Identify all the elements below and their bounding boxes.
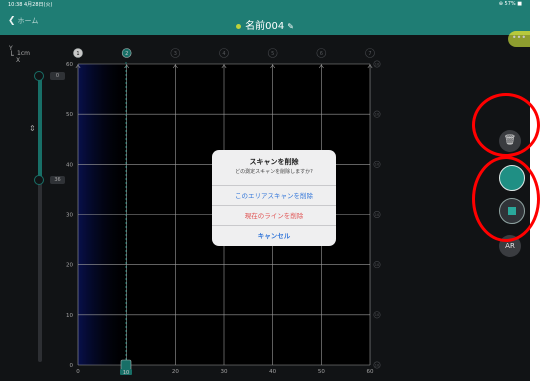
- right-label: 10: [375, 363, 379, 367]
- dialog-message: どの測定スキャンを削除しますか?: [235, 169, 313, 175]
- up-down-arrows-icon: ⇕: [29, 124, 36, 133]
- slider-thumb-top[interactable]: [34, 71, 44, 81]
- y-tick-label: 50: [66, 112, 73, 118]
- title-text: 名前004: [245, 21, 285, 32]
- status-battery: ⊕ 57% ■: [498, 1, 522, 7]
- axis-y-label: Y: [9, 45, 13, 52]
- nav-bar: ❮ ホーム 名前004 ✎: [0, 10, 530, 35]
- column-marker-circle[interactable]: [219, 48, 229, 58]
- right-label-circle: [373, 110, 381, 118]
- column-arrow-icon: [75, 64, 81, 69]
- dialog-title: スキャンを削除: [249, 158, 299, 166]
- right-label-circle: [373, 311, 381, 319]
- column-marker-circle[interactable]: [170, 48, 181, 58]
- right-label: 10: [375, 62, 379, 66]
- status-bar: 10:38 4月28日(火) ⊕ 57% ■: [0, 0, 530, 10]
- column-marker-label: 6: [320, 51, 323, 57]
- column-arrow-icon: [124, 64, 130, 69]
- y-tick-label: 40: [66, 162, 73, 168]
- back-button[interactable]: ❮ ホーム: [8, 16, 38, 26]
- back-label: ホーム: [17, 17, 39, 25]
- page-title: 名前004 ✎: [0, 17, 530, 32]
- right-label: 10: [375, 163, 379, 167]
- right-labels: 10 10 10 10 10 10 10: [373, 60, 381, 369]
- y-tick-label: 0: [70, 363, 74, 369]
- x-tick-label: 40: [269, 369, 276, 375]
- more-icon: •••: [511, 33, 527, 42]
- cursor-value-box: [120, 369, 132, 375]
- axis-corner-icon: └: [9, 51, 14, 60]
- app-screen: 10:38 4月28日(火) ⊕ 57% ■ ❮ ホーム 名前004 ✎ ••• Y…: [0, 0, 530, 381]
- slider-fill: [38, 77, 42, 183]
- axis-unit-label: 1cm: [17, 50, 30, 57]
- column-arrow-icon: [367, 64, 373, 69]
- depth-slider[interactable]: [38, 72, 42, 362]
- column-marker-label: 2: [125, 51, 128, 57]
- column-marker-label: 7: [368, 51, 371, 57]
- column-markers: 1 2 3 4 5 6 7: [73, 48, 375, 69]
- column-arrow-icon: [318, 64, 324, 69]
- column-marker-label: 4: [222, 51, 225, 57]
- x-tick-label: 0: [76, 369, 80, 375]
- column-marker-label: 3: [174, 51, 177, 57]
- column-marker-circle[interactable]: [316, 48, 327, 58]
- y-tick-label: 30: [66, 213, 73, 219]
- more-menu-button[interactable]: •••: [508, 31, 530, 47]
- annotation-circle-delete: [472, 93, 540, 157]
- column-marker-circle[interactable]: [121, 48, 132, 58]
- x-tick-label: 50: [318, 369, 325, 375]
- x-tick-label: 60: [367, 369, 374, 375]
- right-label-circle: [373, 160, 381, 168]
- delete-area-scan-button[interactable]: このエリアスキャンを削除: [212, 185, 336, 206]
- column-marker-circle[interactable]: [365, 48, 375, 58]
- y-tick-label: 10: [66, 313, 73, 319]
- slider-top-value: 0: [50, 72, 65, 80]
- right-label: 10: [375, 113, 379, 117]
- right-label-circle: [373, 211, 381, 219]
- y-tick-label: 60: [66, 62, 73, 68]
- x-tick-label: 30: [221, 369, 228, 375]
- right-label: 10: [375, 213, 379, 217]
- ar-label: AR: [505, 242, 515, 250]
- annotation-circle-controls: [472, 156, 540, 242]
- slider-thumb-lower[interactable]: [34, 175, 44, 185]
- column-arrow-icon: [270, 64, 276, 69]
- right-label-circle: [373, 261, 381, 269]
- status-dot-icon: [236, 23, 242, 29]
- slider-lower-value: 36: [50, 176, 65, 184]
- y-tick-label: 20: [66, 263, 73, 269]
- column-arrow-icon: [172, 64, 178, 69]
- right-label-circle: [373, 60, 381, 68]
- status-time: 10:38 4月28日(火): [8, 2, 53, 8]
- chevron-left-icon: ❮: [8, 16, 16, 26]
- right-label: 10: [375, 313, 379, 317]
- pencil-icon[interactable]: ✎: [287, 22, 294, 31]
- delete-current-line-button[interactable]: 現在のラインを削除: [212, 205, 336, 226]
- cursor-value: 10: [123, 370, 129, 376]
- column-marker-label: 1: [76, 51, 79, 57]
- right-label: 10: [375, 263, 379, 267]
- column-arrow-icon: [221, 64, 227, 69]
- cancel-button[interactable]: キャンセル: [212, 225, 336, 246]
- delete-scan-dialog: スキャンを削除 どの測定スキャンを削除しますか? このエリアスキャンを削除 現在…: [212, 150, 336, 246]
- column-marker-label: 5: [271, 51, 274, 57]
- x-tick-label: 20: [172, 369, 179, 375]
- axis-x-label: X: [16, 57, 21, 64]
- column-marker-circle[interactable]: [267, 48, 278, 58]
- column-marker-circle[interactable]: [73, 48, 83, 58]
- right-label-circle: [373, 361, 381, 369]
